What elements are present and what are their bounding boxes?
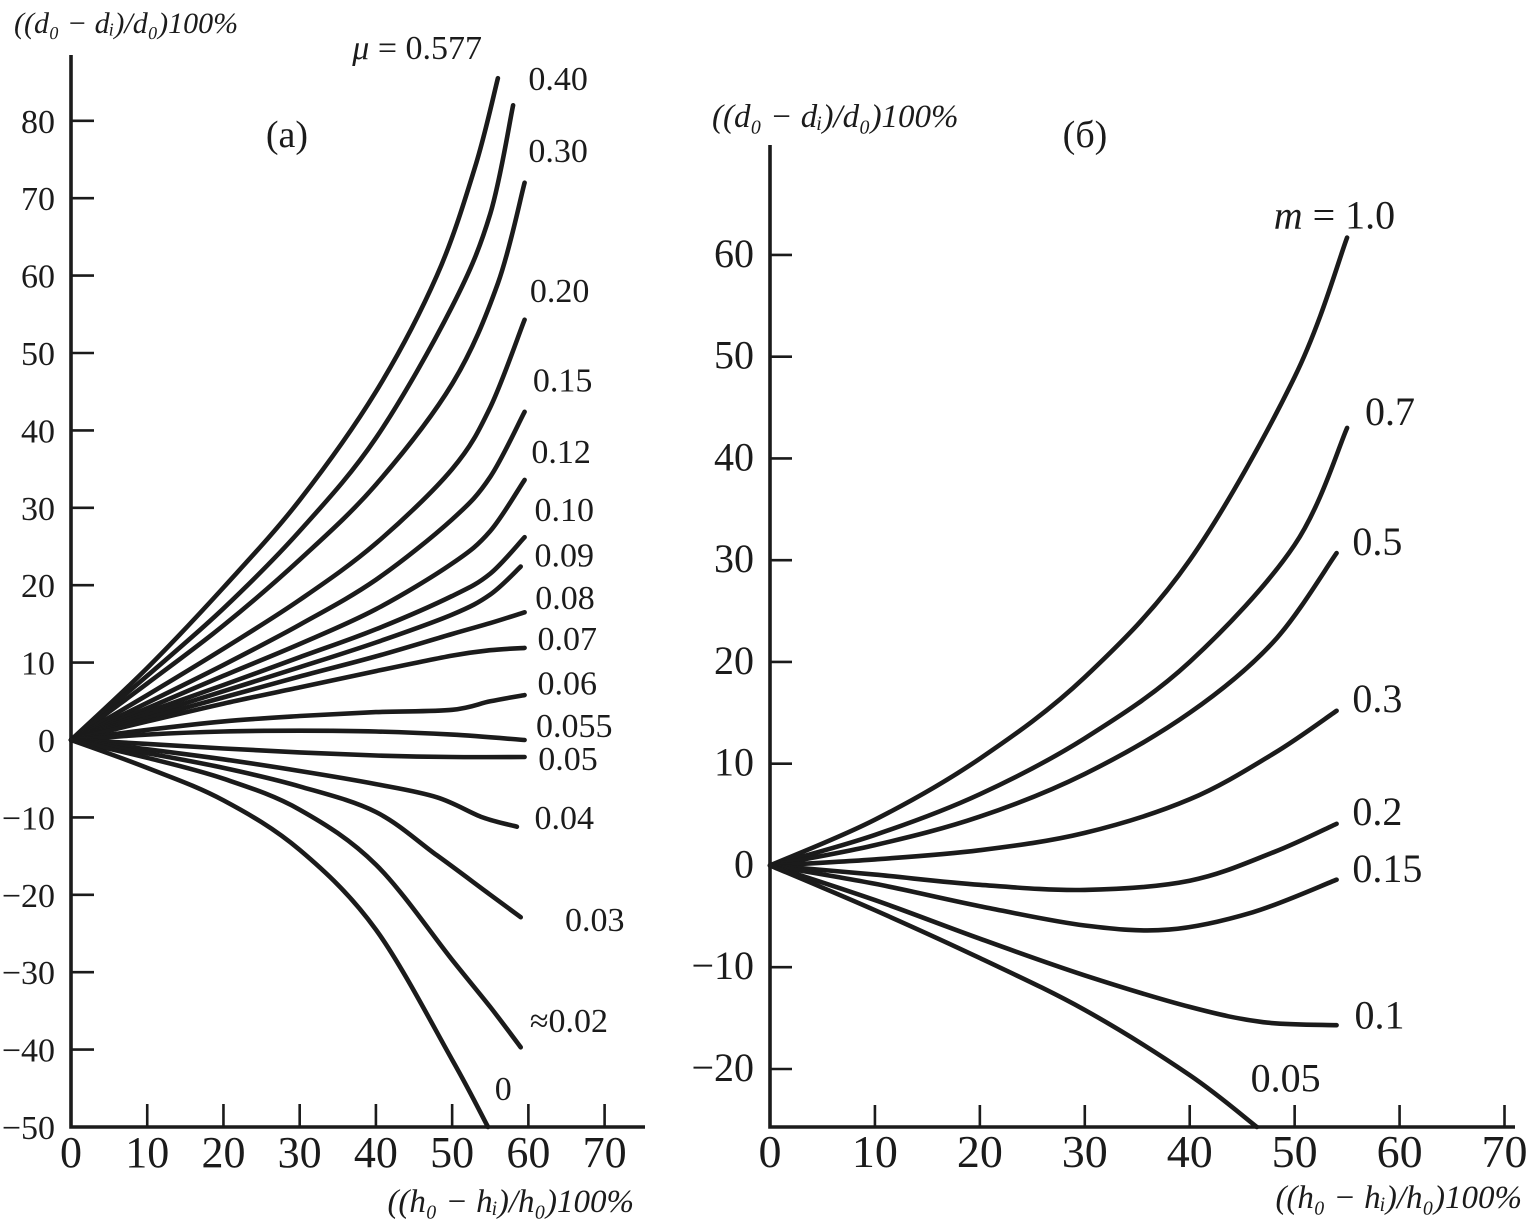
curve-label: m = 1.0 [1274,192,1395,237]
curve-label: ≈0.02 [530,1003,608,1040]
y-tick-label: 30 [21,491,55,528]
x-tick-label: 50 [1272,1126,1318,1177]
panel-b-tag: (б) [1063,114,1108,156]
x-tick-label: 50 [430,1128,474,1177]
curve-0.09 [68,564,523,743]
curve-label: 0.09 [535,538,595,575]
curve-0.06 [68,692,527,743]
curve-0.40 [68,103,516,743]
panel-a-plot-area: −50 −40 −30 −20 −10 0 10 20 30 40 50 60 70 80 0 10 20 30 4… [2,30,645,1177]
curve-0.1 [767,863,1339,1028]
curve-label: 0.7 [1365,389,1415,434]
x-tick-label: 10 [125,1128,169,1177]
curve-label: 0.10 [535,492,595,529]
curve-0.08 [68,610,527,743]
y-tick-label: 20 [714,638,754,683]
x-tick-label: 30 [278,1128,322,1177]
curve-label: 0.2 [1352,789,1402,834]
y-tick-label: 30 [714,536,754,581]
curve-0.05 [767,863,1260,1130]
curve-0.03 [68,737,523,920]
x-tick-label: 60 [506,1128,550,1177]
curve-label: 0.05 [1251,1055,1321,1100]
y-tick-label: 0 [38,723,55,760]
x-tick-label: 70 [583,1128,627,1177]
panel-a-y-axis-title: ((d₀ − dᵢ)/d₀)100% [14,7,238,40]
x-tick-label: 20 [201,1128,245,1177]
curve-m1.0 [767,235,1350,868]
y-tick-label: 50 [714,333,754,378]
y-tick-label: −10 [691,943,754,988]
curve-≈0.02 [68,737,523,1050]
curve-label: 0.06 [538,665,598,702]
x-tick-label: 20 [957,1126,1003,1177]
curve-0.20 [68,317,527,743]
curve-label: 0.1 [1355,992,1405,1037]
curve-0.30 [68,180,527,743]
curve-0.07 [68,645,527,743]
curve-label: 0.04 [535,800,595,837]
curve-0 [68,737,491,1130]
curve-label: 0.15 [1352,846,1422,891]
curve-label: 0 [495,1071,512,1108]
x-tick-label: 10 [852,1126,898,1177]
curve-0.2 [767,821,1339,893]
y-tick-label: 50 [21,336,55,373]
curve-label: 0.5 [1352,519,1402,564]
curve-label: 0.15 [533,363,593,400]
x-tick-label: 40 [354,1128,398,1177]
curve-0.5 [767,550,1339,868]
curve-label: 0.08 [535,580,595,617]
curve-0.15 [767,863,1339,933]
y-tick-label: 10 [21,646,55,683]
x-tick-label: 60 [1377,1126,1423,1177]
curve-label: 0.12 [531,434,591,471]
x-tick-label: 40 [1167,1126,1213,1177]
y-tick-label: 80 [21,104,55,141]
panel-b-plot-area: −20 −10 0 10 20 30 40 50 60 0 10 20 30 40 50 60 70 m = 1.… [691,145,1527,1177]
y-tick-label: 70 [21,181,55,218]
curve-label: 0.3 [1352,676,1402,721]
curve-label: 0.055 [536,708,613,745]
curve-0.3 [767,708,1339,868]
x-tick-label: 70 [1482,1126,1527,1177]
panel-a-tag: (a) [266,114,308,156]
y-tick-label: −50 [2,1110,55,1147]
y-tick-label: −20 [691,1045,754,1090]
axes [768,145,1515,1129]
panel-a-x-axis-title: ((h₀ − hᵢ)/h₀)100% [387,1184,634,1220]
y-tick-label: −10 [2,800,55,837]
y-tick-label: −40 [2,1033,55,1070]
panel-b-x-axis-title: ((h₀ − hᵢ)/h₀)100% [1275,1180,1522,1216]
curve-0.04 [68,737,520,829]
curve-label: 0.30 [528,133,588,170]
x-tick-label: 0 [60,1128,82,1177]
y-tick-label: −20 [2,878,55,915]
y-tick-label: 40 [714,434,754,479]
y-tick-label: 0 [734,841,754,886]
curve-0.7 [767,425,1350,868]
x-tick-label: 0 [759,1126,782,1177]
curve-label: 0.40 [528,61,588,98]
curve-0.05 [68,737,527,760]
panel-b-y-axis-title: ((d₀ − dᵢ)/d₀)100% [712,99,959,135]
y-tick-label: 40 [21,413,55,450]
curve-0.577 [68,75,501,743]
y-tick-label: −30 [2,955,55,992]
curve-0.10 [68,534,527,743]
y-tick-label: 60 [714,231,754,276]
y-tick-label: 10 [714,740,754,785]
curve-label: 0.20 [530,273,590,310]
y-tick-label: 20 [21,568,55,605]
y-tick-label: 60 [21,259,55,296]
curve-label: μ = 0.577 [351,30,482,67]
curve-0.12 [68,477,527,743]
curve-0.055 [68,728,527,743]
curve-label: 0.03 [565,902,625,939]
curve-label: 0.07 [538,621,598,658]
curve-0.15 [68,409,527,743]
x-tick-label: 30 [1062,1126,1108,1177]
curve-label: 0.05 [538,741,598,778]
